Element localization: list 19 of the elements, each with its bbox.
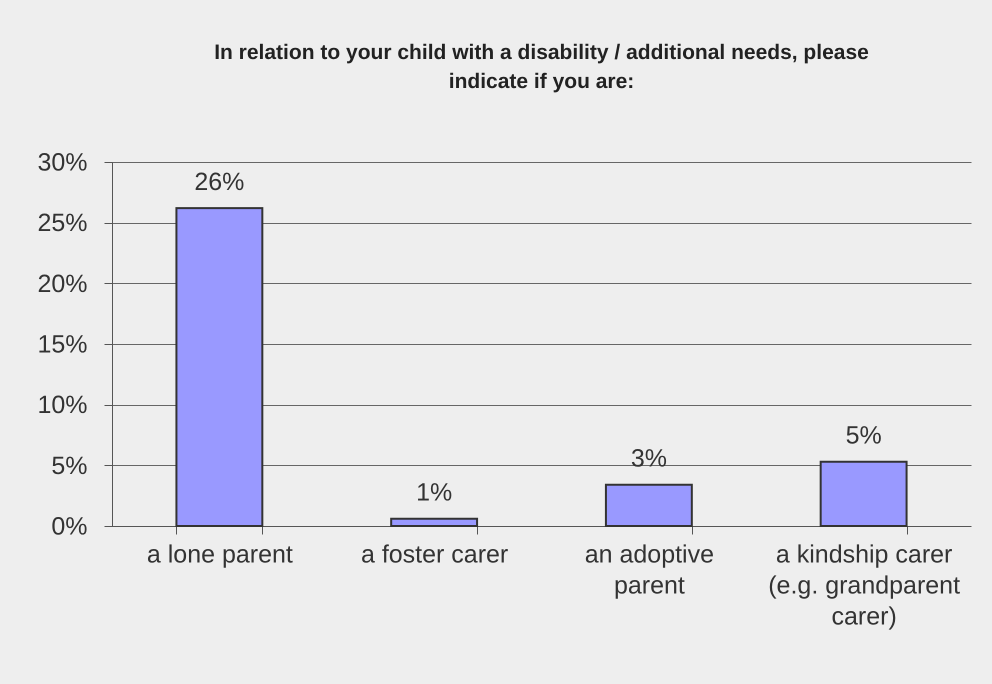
- bar: [175, 207, 264, 527]
- bar: [390, 518, 478, 527]
- data-label: 5%: [846, 422, 882, 450]
- y-tick-label: 30%: [37, 148, 88, 176]
- data-label: 1%: [416, 478, 452, 507]
- x-tick-label: a kindship carer (e.g. grandparent carer): [768, 540, 960, 630]
- y-tick-label: 15%: [37, 330, 88, 358]
- y-tick-label: 20%: [37, 270, 88, 298]
- x-tick-label: an adoptive parent: [584, 540, 714, 600]
- bar: [820, 460, 908, 527]
- data-label: 26%: [194, 168, 244, 196]
- bar: [604, 484, 693, 527]
- y-tick-label: 10%: [37, 391, 88, 420]
- chart-title: In relation to your child with a disability / additional needs, please indicate if you are:: [214, 41, 869, 93]
- x-tick-label: a foster carer: [360, 540, 508, 568]
- y-tick-label: 25%: [37, 209, 88, 238]
- x-tick-label: a lone parent: [146, 540, 293, 568]
- y-tick-label: 0%: [51, 512, 88, 540]
- y-tick-label: 5%: [51, 452, 88, 480]
